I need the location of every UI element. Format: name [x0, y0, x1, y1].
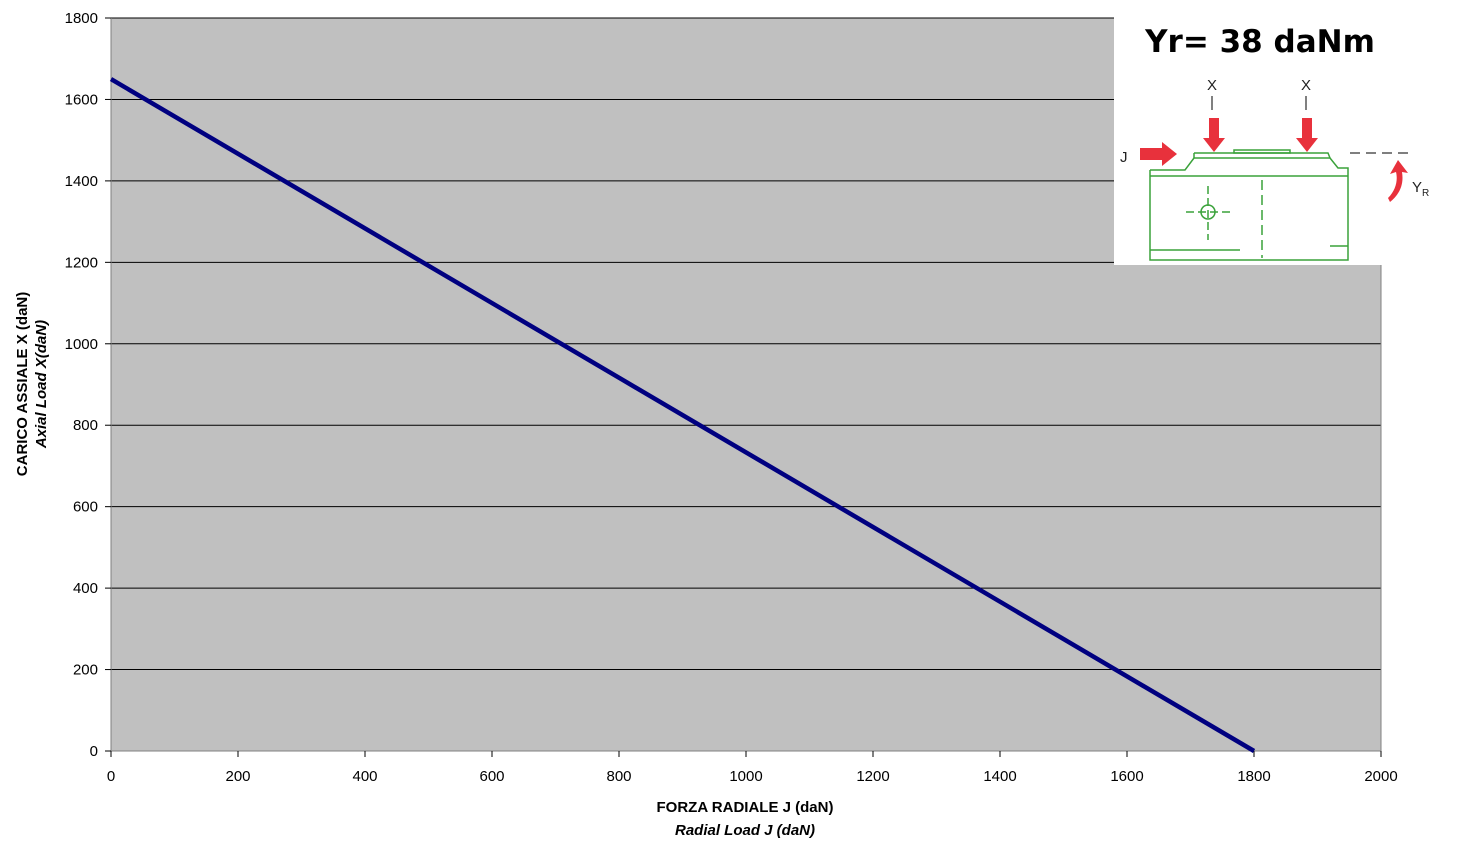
x-tick-label: 1000: [729, 768, 762, 785]
y-tick-label: 800: [73, 417, 98, 434]
y-tick-label: 1000: [65, 336, 98, 353]
arrow-down-icon: [1203, 118, 1225, 152]
y-tick-label: 1400: [65, 173, 98, 190]
inset-background: [1114, 16, 1382, 265]
part-outline: [1149, 149, 1349, 261]
x-tick-label: 200: [225, 768, 250, 785]
y-tick-label: 1800: [65, 10, 98, 27]
y-axis-subtitle: Axial Load X(daN): [33, 320, 50, 449]
x-tick-label: 0: [107, 768, 115, 785]
y-axis-title: CARICO ASSIALE X (daN): [14, 292, 31, 476]
y-tick-label: 1600: [65, 91, 98, 108]
load-arrows: [1140, 118, 1408, 202]
y-axis-ticks: 0 200 400 600 800 1000 1200 1400 1600 1800: [65, 10, 111, 760]
y-tick-label: 400: [73, 580, 98, 597]
x-axis-ticks: 0 200 400 600 800 1000 1200 1400 1600 1800 2000: [107, 751, 1398, 785]
inset-label-x1: X: [1207, 77, 1217, 94]
series-line: [109, 77, 1256, 753]
x-tick-label: 800: [606, 768, 631, 785]
arrow-right-icon: [1140, 142, 1177, 166]
x-axis-title: FORZA RADIALE J (daN): [657, 799, 834, 816]
x-tick-label: 400: [352, 768, 377, 785]
inset-label-x2: X: [1301, 77, 1311, 94]
curved-arrow-icon: [1388, 160, 1408, 202]
series-lines: [109, 77, 1256, 753]
x-axis-subtitle: Radial Load J (daN): [675, 822, 815, 839]
x-tick-label: 2000: [1364, 768, 1397, 785]
x-tick-label: 1600: [1110, 768, 1143, 785]
y-tick-label: 200: [73, 662, 98, 679]
y-tick-label: 600: [73, 499, 98, 516]
arrow-down-icon: [1296, 118, 1318, 152]
inset-label-y: YR: [1412, 179, 1429, 199]
x-tick-label: 1400: [983, 768, 1016, 785]
inset-label-j: J: [1120, 149, 1128, 166]
load-diagram-inset: Yr= 38 daNm X X J YR: [1114, 16, 1429, 265]
y-tick-label: 0: [90, 743, 98, 760]
y-tick-label: 1200: [65, 254, 98, 271]
inset-title: Yr= 38 daNm: [1144, 24, 1375, 60]
x-tick-label: 1800: [1237, 768, 1270, 785]
x-tick-label: 600: [479, 768, 504, 785]
x-tick-label: 1200: [856, 768, 889, 785]
